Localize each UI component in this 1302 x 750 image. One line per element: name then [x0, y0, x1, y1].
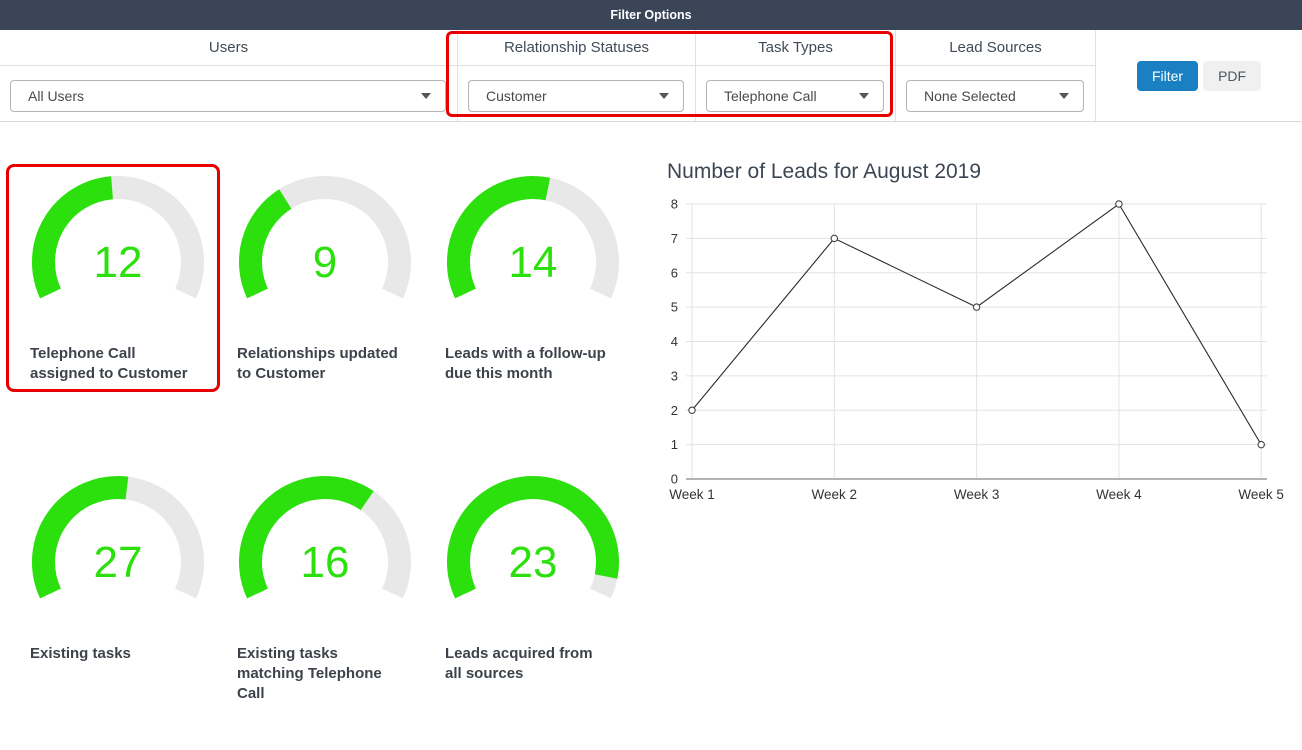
- task-types-dropdown-value: Telephone Call: [724, 88, 817, 104]
- gauge-label: Relationships updated to Customer: [237, 345, 398, 382]
- gauge-arc: 27: [32, 476, 204, 599]
- lead-sources-dropdown-value: None Selected: [924, 88, 1016, 104]
- gauge-label: Existing tasks matching Telephone Call: [237, 645, 382, 702]
- gauge-label: Telephone Call assigned to Customer: [30, 345, 188, 382]
- gauge-arc: 12: [32, 176, 204, 299]
- chevron-down-icon: [859, 93, 869, 99]
- gauge-label: Leads acquired from all sources: [445, 645, 593, 682]
- chart-tick-label: Week 4: [1096, 487, 1142, 502]
- gauge-fill-arc: [447, 476, 619, 599]
- filter-column-lead-sources: Lead Sources None Selected: [895, 30, 1095, 121]
- filter-actions: Filter PDF: [1095, 30, 1302, 121]
- gauge-card: 9 Relationships updated to Customer: [215, 150, 423, 450]
- chevron-down-icon: [659, 93, 669, 99]
- chart-tick-label: Week 1: [669, 487, 715, 502]
- gauge-card: 16 Existing tasks matching Telephone Call: [215, 450, 423, 750]
- gauge-card: 23 Leads acquired from all sources: [423, 450, 631, 750]
- gauge-value: 16: [301, 538, 350, 587]
- task-types-column-label: Task Types: [696, 30, 895, 66]
- gauge-fill-arc: [239, 189, 292, 299]
- chart-data-point: [688, 406, 696, 415]
- lead-sources-dropdown[interactable]: None Selected: [906, 80, 1084, 112]
- chart-data-point: [1257, 440, 1265, 449]
- pdf-button[interactable]: PDF: [1203, 60, 1262, 91]
- gauge-value: 27: [94, 538, 143, 587]
- filter-column-task-types: Task Types Telephone Call: [695, 30, 895, 121]
- users-dropdown-value: All Users: [28, 88, 85, 104]
- gauge-arc: 23: [447, 476, 619, 599]
- gauge-value: 14: [509, 238, 558, 287]
- chart-data-point: [830, 234, 839, 243]
- line-chart-svg: 0 1 2 3 4 5 6 7 8 Week 1 Week 2 Week 3 Week 4 Week 5: [669, 197, 1284, 503]
- gauge-value: 23: [509, 538, 558, 587]
- filter-button[interactable]: Filter: [1136, 60, 1199, 91]
- lead-sources-column-label: Lead Sources: [896, 30, 1095, 66]
- chart-tick-label: Week 3: [954, 487, 1000, 502]
- gauge-arc: 16: [239, 476, 411, 599]
- gauge-card: 27 Existing tasks: [8, 450, 215, 750]
- users-column-label: Users: [0, 30, 457, 66]
- chart-tick-label: 1: [671, 437, 678, 452]
- filter-column-relationship-statuses: Relationship Statuses Customer: [457, 30, 695, 121]
- gauge-arc: 9: [239, 176, 411, 299]
- gauges-grid: 12 Telephone Call assigned to Customer 9 Re…: [6, 150, 632, 750]
- gauge-label: Leads with a follow-up due this month: [445, 345, 606, 382]
- chart-tick-label: 5: [671, 300, 678, 315]
- chart-tick-label: 7: [671, 231, 678, 246]
- chart-tick-label: Week 2: [812, 487, 858, 502]
- chart-tick-label: 0: [671, 472, 678, 487]
- task-types-dropdown[interactable]: Telephone Call: [706, 80, 884, 112]
- chevron-down-icon: [421, 93, 431, 99]
- gauge-fill-arc: [447, 176, 551, 299]
- gauge-fill-arc: [32, 176, 114, 299]
- chart-tick-label: Week 5: [1238, 487, 1284, 502]
- chart-tick-label: 6: [671, 265, 678, 280]
- chart-tick-label: 4: [671, 334, 678, 349]
- gauge-arc: 14: [447, 176, 619, 299]
- gauge-fill-arc: [32, 476, 129, 599]
- header-bar: Filter Options: [0, 0, 1302, 30]
- chart-title: Number of Leads for August 2019: [667, 160, 982, 183]
- header-title: Filter Options: [610, 8, 692, 22]
- chart-tick-label: 8: [671, 197, 678, 212]
- users-dropdown[interactable]: All Users: [10, 80, 446, 112]
- relationship-statuses-dropdown-value: Customer: [486, 88, 547, 104]
- gauge-fill-arc: [239, 476, 374, 599]
- chart-data-point: [972, 303, 981, 311]
- chart-tick-label: 3: [671, 368, 678, 383]
- filter-bar: Users All Users Relationship Statuses Cu…: [0, 30, 1302, 122]
- chart-data-point: [1115, 200, 1123, 208]
- gauge-label: Existing tasks: [30, 645, 131, 662]
- chart-tick-label: 2: [671, 403, 678, 418]
- chevron-down-icon: [1059, 93, 1069, 99]
- gauge-card: 12 Telephone Call assigned to Customer: [6, 150, 220, 450]
- leads-chart: Number of Leads for August 2019 0 1 2 3 4 5 6 7…: [662, 160, 1302, 523]
- relationship-statuses-column-label: Relationship Statuses: [458, 30, 695, 66]
- relationship-statuses-dropdown[interactable]: Customer: [468, 80, 684, 112]
- filter-column-users: Users All Users: [0, 30, 457, 121]
- highlighted-filter-group: Relationship Statuses Customer Task Type…: [446, 30, 895, 121]
- gauge-card: 14 Leads with a follow-up due this month: [423, 150, 631, 450]
- gauge-value: 12: [94, 238, 143, 287]
- gauge-value: 9: [313, 238, 337, 287]
